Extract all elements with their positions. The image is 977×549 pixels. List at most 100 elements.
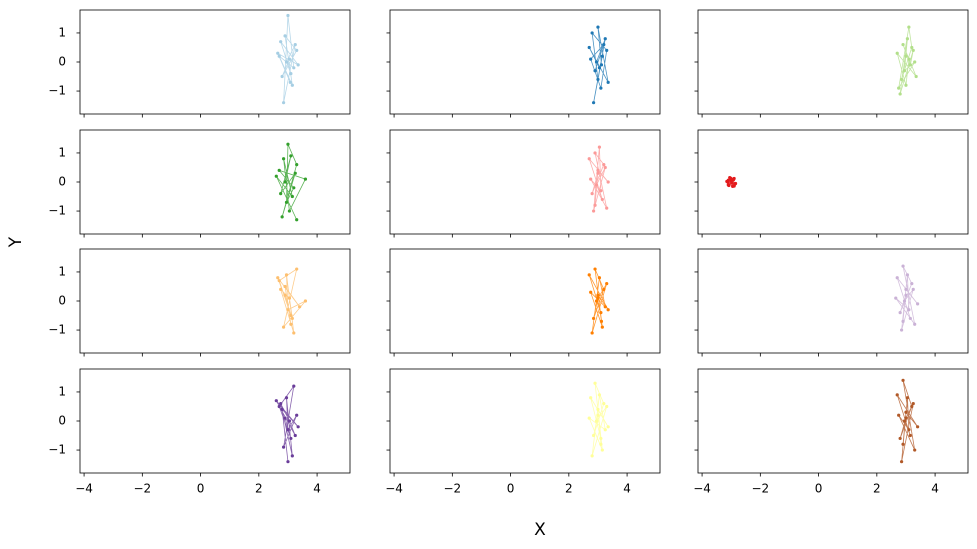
axes-frame — [79, 368, 351, 474]
data-point — [289, 322, 293, 326]
data-point — [905, 273, 910, 277]
data-point — [593, 203, 597, 207]
data-point — [729, 176, 733, 180]
data-point — [904, 410, 908, 414]
subplot — [694, 9, 969, 118]
plot-area — [895, 378, 920, 464]
data-point — [910, 45, 914, 50]
data-point — [894, 296, 898, 300]
data-point — [599, 442, 603, 446]
data-point — [599, 63, 604, 67]
data-point — [913, 60, 917, 64]
plot-area — [276, 13, 300, 105]
data-point — [606, 80, 610, 84]
data-point — [908, 316, 912, 321]
data-point — [283, 34, 287, 38]
plot-area — [725, 176, 738, 188]
subplot — [694, 248, 969, 357]
subplot — [386, 129, 661, 238]
data-point — [589, 57, 593, 61]
data-point — [281, 445, 286, 449]
data-point — [913, 322, 917, 326]
subplot — [386, 248, 661, 357]
data-point — [295, 413, 299, 417]
axes-frame — [697, 248, 969, 354]
data-point — [730, 181, 734, 185]
data-point — [295, 218, 299, 222]
data-point — [898, 436, 902, 441]
data-point — [599, 86, 603, 90]
data-point — [602, 162, 606, 167]
data-point — [590, 454, 594, 458]
data-point — [290, 194, 294, 199]
data-point — [283, 284, 287, 289]
plot-area — [274, 384, 300, 464]
axes-frame — [389, 129, 661, 235]
data-point — [901, 378, 905, 382]
data-point — [904, 287, 908, 291]
data-point — [731, 178, 736, 182]
data-point — [286, 308, 290, 312]
data-point — [902, 419, 907, 423]
axes-frame — [389, 9, 661, 115]
data-point — [606, 308, 610, 312]
data-point — [600, 448, 604, 452]
data-point — [296, 63, 300, 67]
data-point — [904, 54, 908, 58]
x-tick-label: 0 — [507, 482, 515, 496]
axes-frame — [79, 9, 351, 115]
data-point — [902, 69, 907, 73]
axes-frame — [697, 129, 969, 235]
axes-frame — [389, 248, 661, 354]
data-point — [594, 299, 599, 303]
data-point — [732, 184, 736, 188]
data-point — [605, 404, 609, 409]
data-point — [590, 331, 594, 335]
data-point — [295, 48, 299, 52]
plot-area — [587, 145, 610, 213]
data-point — [901, 42, 905, 47]
data-point — [907, 57, 911, 61]
x-tick-label: 0 — [815, 482, 823, 496]
data-point — [298, 305, 302, 309]
y-tick-label: −1 — [48, 204, 66, 218]
axes-frame — [79, 129, 351, 235]
data-point — [277, 279, 281, 283]
data-point — [596, 407, 600, 411]
data-point — [590, 31, 594, 35]
axes-frame — [697, 368, 969, 474]
data-line — [275, 144, 307, 220]
data-point — [286, 13, 290, 18]
x-tick-label: −4 — [693, 482, 711, 496]
y-tick-label: −1 — [48, 323, 66, 337]
plot-area — [894, 264, 920, 332]
data-point — [280, 215, 284, 219]
data-point — [587, 157, 591, 161]
data-point — [605, 206, 609, 210]
data-point — [290, 83, 294, 87]
data-point — [292, 331, 296, 335]
data-point — [593, 381, 597, 385]
plot-area — [587, 25, 610, 105]
data-point — [904, 83, 908, 87]
data-point — [587, 45, 591, 50]
data-point — [590, 192, 594, 196]
data-point — [303, 177, 308, 181]
data-point — [286, 428, 290, 432]
data-point — [295, 267, 299, 271]
data-point — [907, 428, 911, 432]
subplot — [386, 9, 661, 118]
x-tick-label: 0 — [197, 482, 205, 496]
data-point — [591, 101, 596, 105]
data-point — [901, 319, 905, 323]
data-point — [596, 171, 600, 175]
plot-area — [276, 267, 308, 335]
data-point — [279, 40, 283, 44]
data-point — [274, 174, 278, 178]
data-point — [289, 154, 293, 158]
subplot — [694, 129, 969, 238]
data-point — [605, 281, 609, 286]
data-point — [289, 313, 293, 318]
plot-area — [587, 267, 610, 335]
